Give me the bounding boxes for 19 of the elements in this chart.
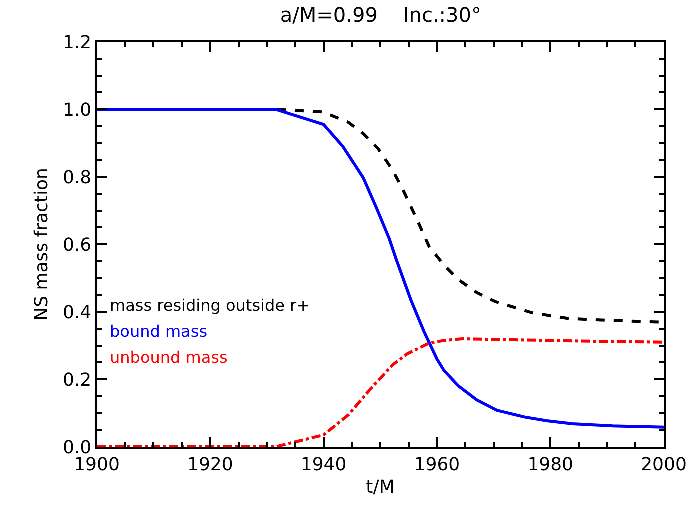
- text: unbound mass: [110, 348, 228, 367]
- y-tick-label: 0.4: [63, 302, 92, 324]
- x-tick-label: 1960: [414, 454, 460, 476]
- y-tick-label: 0.6: [63, 234, 92, 256]
- line-series: [97, 108, 664, 429]
- y-tick-label: 1.2: [63, 32, 92, 54]
- text: bound mass: [110, 322, 208, 341]
- y-tick-label: 0.2: [63, 370, 92, 391]
- x-axis-title: t/M: [366, 476, 395, 498]
- x-tick-label: 1920: [187, 454, 234, 476]
- y-tick-label: 0.8: [63, 167, 92, 188]
- x-tick-label: 1940: [300, 454, 347, 476]
- x-tick-label: 1980: [528, 454, 574, 476]
- chart-title: a/M=0.99 Inc.:30°: [280, 2, 482, 27]
- line-series: [97, 338, 664, 447]
- x-tick-label: 2000: [641, 454, 687, 476]
- y-tick-label: 1.0: [63, 100, 92, 121]
- y-axis-title: NS mass fraction: [32, 168, 53, 321]
- text: mass residing outside r+: [110, 296, 310, 315]
